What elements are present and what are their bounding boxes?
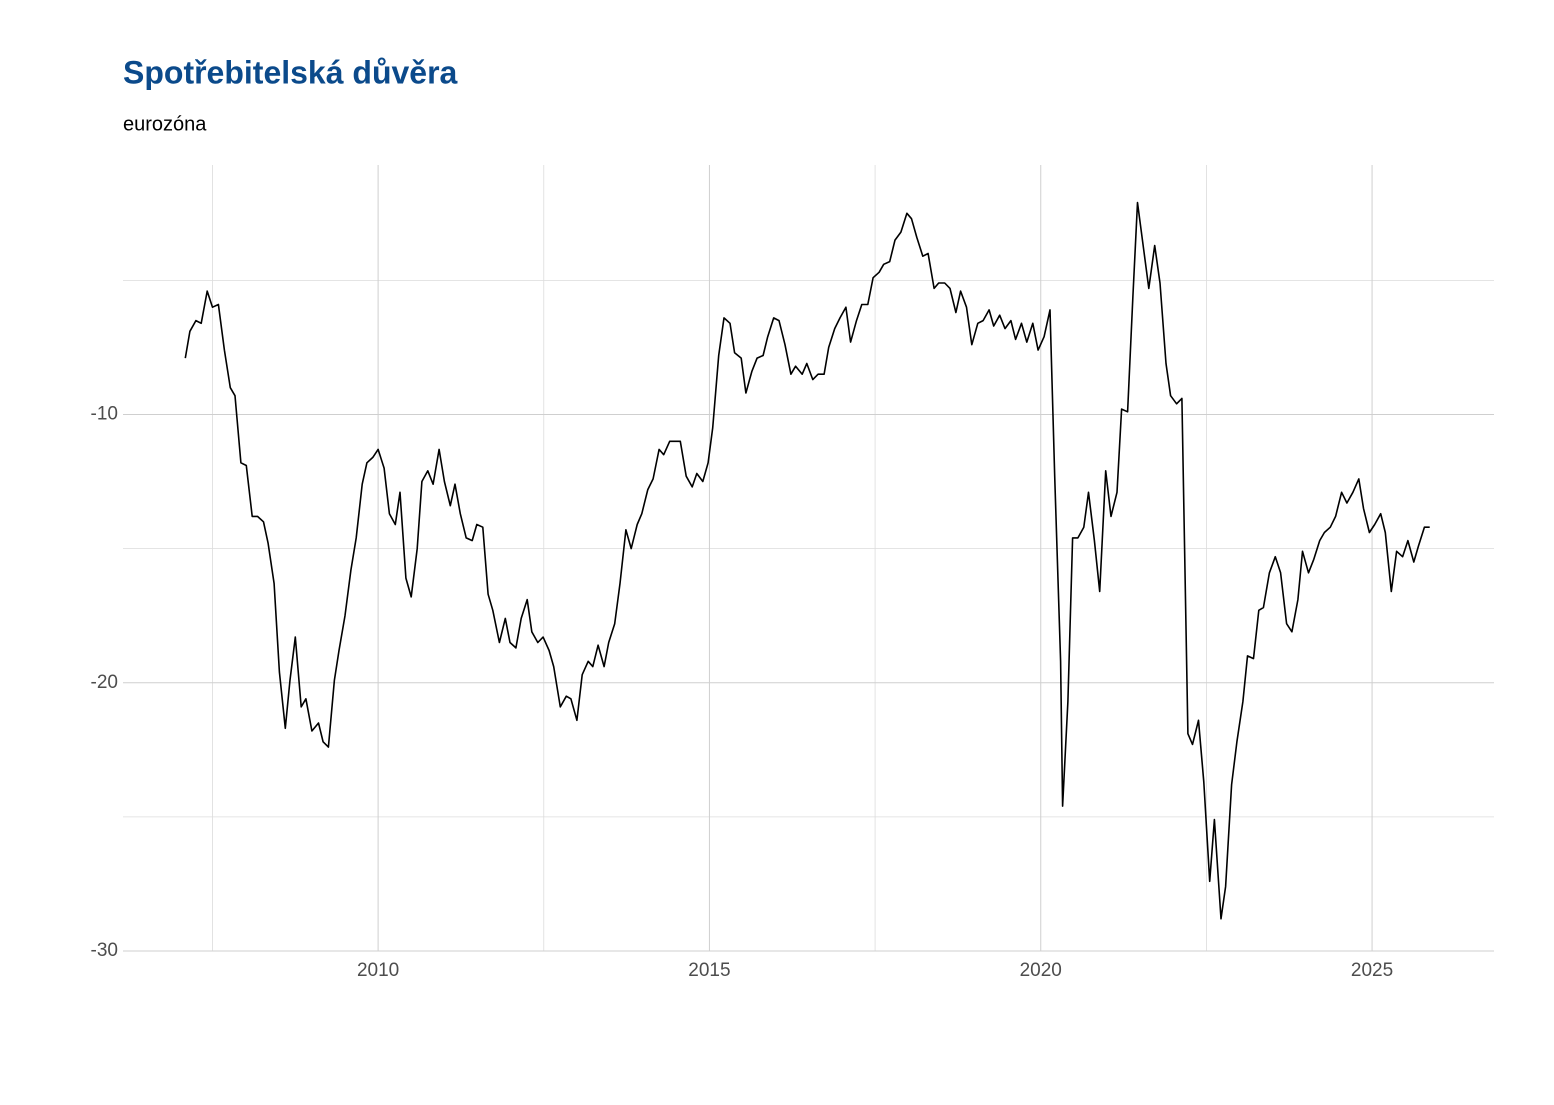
data-line	[184, 201, 1430, 920]
y-tick-label: -20	[91, 672, 118, 693]
chart-title: Spotřebitelská důvěra	[123, 54, 458, 90]
x-tick-label: 2020	[1020, 960, 1062, 981]
x-tick-label: 2010	[357, 960, 399, 981]
x-tick-label: 2015	[688, 960, 730, 981]
y-tick-label: -10	[91, 403, 118, 424]
x-tick-label: 2025	[1351, 960, 1393, 981]
y-tick-label: -30	[91, 940, 118, 961]
chart-subtitle: eurozóna	[123, 113, 207, 135]
